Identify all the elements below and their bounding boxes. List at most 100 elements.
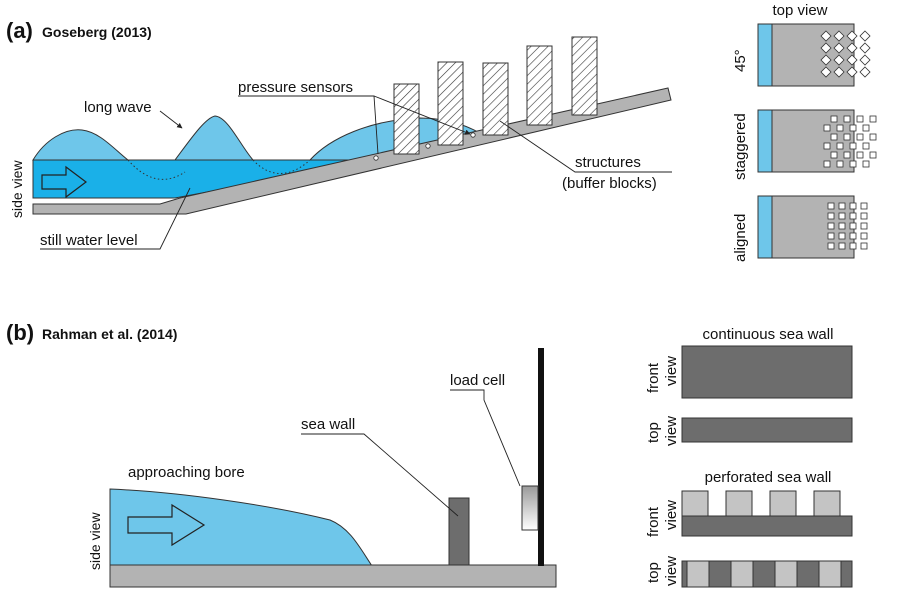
approaching-bore-label: approaching bore: [128, 464, 245, 481]
block: [859, 54, 871, 66]
structures-leader: [499, 120, 672, 173]
load-cell: [521, 485, 539, 531]
block: [846, 42, 858, 54]
block: [827, 232, 835, 240]
long-wave-label: long wave: [84, 99, 152, 116]
block: [838, 222, 846, 230]
block: [856, 115, 864, 123]
buffer-block: [482, 62, 509, 136]
block: [838, 242, 846, 250]
block: [820, 54, 832, 66]
block: [849, 212, 857, 220]
block: [838, 212, 846, 220]
block: [830, 133, 838, 141]
continuous-top-view: [681, 417, 853, 443]
long-wave-leader: [159, 110, 183, 129]
block: [856, 151, 864, 159]
perforated-wall-block: [681, 490, 709, 517]
block: [862, 124, 870, 132]
pressure-sensors-leader-2: [373, 95, 471, 135]
panel-b: (b) Rahman et al. (2014) side view load …: [6, 320, 853, 588]
staggered-blocks: [823, 115, 877, 168]
structures-label: structures: [575, 154, 641, 171]
block: [838, 202, 846, 210]
block: [838, 232, 846, 240]
block: [836, 160, 844, 168]
continuous-top-view-label-2: view: [663, 416, 680, 446]
block: [827, 212, 835, 220]
block: [860, 212, 868, 220]
continuous-front-view: [681, 345, 853, 399]
block: [843, 133, 851, 141]
block: [830, 151, 838, 159]
block: [859, 66, 871, 78]
panel-a: (a) Goseberg (2013) side view long wave: [6, 2, 877, 262]
pressure-sensor: [425, 143, 431, 149]
block: [869, 133, 877, 141]
top-view-45: 45°: [732, 23, 871, 87]
flume-floor: [109, 564, 557, 588]
block: [859, 42, 871, 54]
block: [846, 54, 858, 66]
block: [849, 142, 857, 150]
block: [860, 242, 868, 250]
top-view-staggered: staggered: [732, 109, 877, 180]
buffer-block: [526, 45, 553, 126]
block: [849, 202, 857, 210]
top-view-water-strip: [757, 23, 773, 87]
block: [869, 151, 877, 159]
continuous-front-view-label-1: front: [645, 362, 662, 393]
block: [820, 66, 832, 78]
block: [836, 124, 844, 132]
layout-label-aligned: aligned: [732, 214, 749, 262]
block: [846, 66, 858, 78]
block: [849, 232, 857, 240]
still-water-level-label: still water level: [40, 232, 138, 249]
sea-wall-leader: [301, 433, 459, 517]
perforated-front-view-label-2: view: [663, 500, 680, 530]
buffer-block: [571, 36, 598, 116]
buffer-blocks: [393, 36, 598, 155]
pressure-sensor: [470, 132, 476, 138]
block: [862, 160, 870, 168]
block: [860, 222, 868, 230]
block: [823, 124, 831, 132]
block: [836, 142, 844, 150]
perforated-wall-opening: [686, 560, 710, 588]
top-view-title: top view: [772, 2, 827, 19]
perforated-front-view: [681, 490, 853, 537]
perforated-wall-block: [725, 490, 753, 517]
flume-slope: [32, 87, 672, 215]
block: [827, 242, 835, 250]
layout-label-staggered: staggered: [732, 113, 749, 180]
perforated-wall-opening: [774, 560, 798, 588]
block: [830, 115, 838, 123]
continuous-sea-wall-title: continuous sea wall: [703, 326, 834, 343]
perforated-wall-block: [813, 490, 841, 517]
block: [833, 54, 845, 66]
flow-arrow-a: [41, 165, 87, 199]
perforated-wall-opening: [818, 560, 842, 588]
still-water-level-leader: [40, 187, 191, 250]
perforated-wall-block: [769, 490, 797, 517]
block: [820, 42, 832, 54]
block: [849, 160, 857, 168]
sea-wall-label: sea wall: [301, 416, 355, 433]
pressure-sensor: [373, 155, 379, 161]
perforated-wall-opening: [730, 560, 754, 588]
block: [827, 202, 835, 210]
perforated-sea-wall-title: perforated sea wall: [705, 469, 832, 486]
block: [843, 115, 851, 123]
continuous-top-view-label-1: top: [645, 422, 662, 443]
load-cell-post: [538, 348, 544, 566]
flow-arrow-b: [127, 503, 206, 547]
block: [849, 242, 857, 250]
buffer-blocks-label: (buffer blocks): [562, 175, 657, 192]
perforated-top-view-label-1: top: [645, 562, 662, 583]
block: [849, 222, 857, 230]
panel-b-reference: Rahman et al. (2014): [42, 326, 177, 342]
block: [856, 133, 864, 141]
block: [827, 222, 835, 230]
block: [820, 30, 832, 42]
block: [843, 151, 851, 159]
